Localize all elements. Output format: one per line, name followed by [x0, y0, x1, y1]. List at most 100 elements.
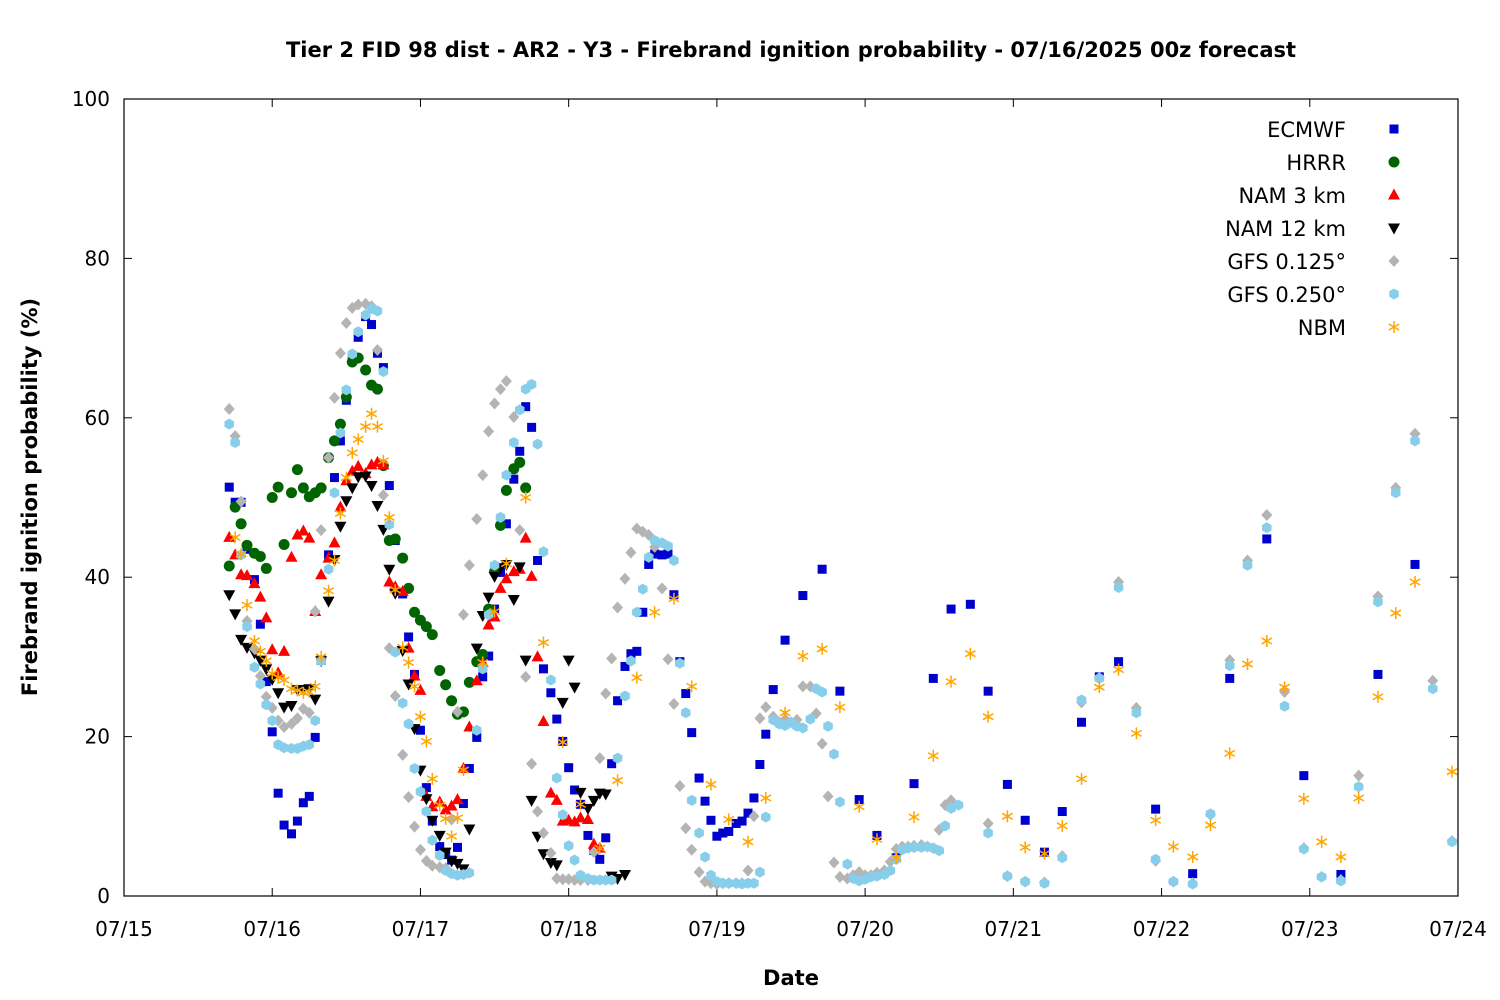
data-point [755, 866, 765, 878]
data-point [606, 874, 617, 886]
data-point [557, 809, 568, 821]
data-point [816, 642, 828, 655]
data-point [383, 564, 396, 576]
data-point [854, 795, 864, 805]
data-point [657, 550, 667, 560]
data-point [445, 830, 458, 843]
data-point [241, 569, 254, 581]
data-point [706, 815, 716, 825]
data-point [779, 706, 791, 719]
data-point [742, 864, 754, 877]
data-point [1353, 791, 1365, 804]
data-point [521, 402, 531, 412]
data-point [872, 870, 882, 882]
data-point [626, 655, 636, 667]
data-point [650, 549, 660, 559]
data-point [426, 629, 438, 641]
data-point [279, 820, 289, 830]
data-point [760, 791, 772, 804]
data-point [230, 437, 240, 449]
data-point [946, 604, 956, 614]
data-point [457, 764, 470, 777]
data-point [1373, 596, 1383, 608]
data-point [482, 592, 495, 604]
data-point [525, 569, 538, 581]
data-point [835, 796, 845, 808]
y-tick-label: 80 [85, 246, 110, 270]
data-point [946, 802, 956, 814]
data-point [563, 840, 574, 852]
data-point [335, 436, 345, 446]
data-point [458, 799, 468, 809]
data-point [1299, 843, 1309, 855]
data-point [285, 717, 297, 730]
data-point [748, 810, 760, 823]
data-point [1446, 765, 1458, 778]
data-point [334, 418, 346, 430]
data-point [309, 694, 322, 706]
data-point [1075, 772, 1088, 785]
data-point [594, 752, 606, 765]
data-point [562, 655, 575, 667]
data-point [377, 489, 389, 502]
data-point [643, 551, 654, 563]
data-point [267, 727, 277, 737]
data-point [1150, 814, 1162, 827]
data-point [501, 519, 511, 529]
data-point [408, 680, 421, 693]
data-point [482, 618, 495, 630]
data-point [564, 763, 574, 773]
data-point [1150, 853, 1161, 865]
data-point [415, 786, 426, 798]
data-point [471, 513, 483, 526]
data-point [749, 877, 759, 889]
data-point [1261, 509, 1273, 522]
data-point [489, 559, 500, 571]
data-point [426, 815, 439, 827]
x-tick-label: 07/21 [985, 917, 1043, 941]
data-point [686, 794, 697, 806]
data-point [500, 557, 512, 570]
data-point [367, 320, 377, 330]
data-point [235, 634, 248, 646]
data-point [433, 830, 446, 842]
y-tick-label: 60 [85, 406, 110, 430]
data-point [408, 669, 421, 681]
data-point [272, 671, 284, 684]
data-point [304, 739, 315, 751]
data-point [224, 418, 234, 430]
data-point [520, 670, 532, 683]
data-point [360, 364, 372, 376]
data-point [291, 712, 303, 725]
data-point [1020, 815, 1030, 825]
data-point [669, 554, 679, 566]
data-point [372, 305, 383, 317]
data-point [334, 347, 346, 360]
data-point [453, 842, 462, 852]
data-point [823, 720, 833, 732]
data-point [409, 820, 421, 833]
data-point [964, 647, 976, 660]
data-point [360, 309, 371, 321]
data-point [266, 492, 278, 503]
legend-marker [1388, 223, 1400, 235]
data-point [310, 732, 320, 742]
data-point [797, 680, 809, 693]
data-point [755, 759, 765, 769]
data-point [315, 482, 327, 494]
data-point [421, 806, 432, 818]
data-point [285, 487, 297, 499]
data-point [261, 699, 272, 711]
data-point [241, 599, 253, 612]
data-point [254, 590, 267, 602]
data-point [451, 811, 464, 824]
data-point [440, 812, 452, 825]
data-point [285, 550, 298, 562]
data-point [552, 714, 562, 724]
data-point [532, 438, 543, 450]
data-point [489, 397, 501, 410]
data-point [909, 779, 919, 789]
data-point [612, 601, 624, 614]
data-point [360, 420, 372, 433]
data-points [223, 297, 1458, 891]
